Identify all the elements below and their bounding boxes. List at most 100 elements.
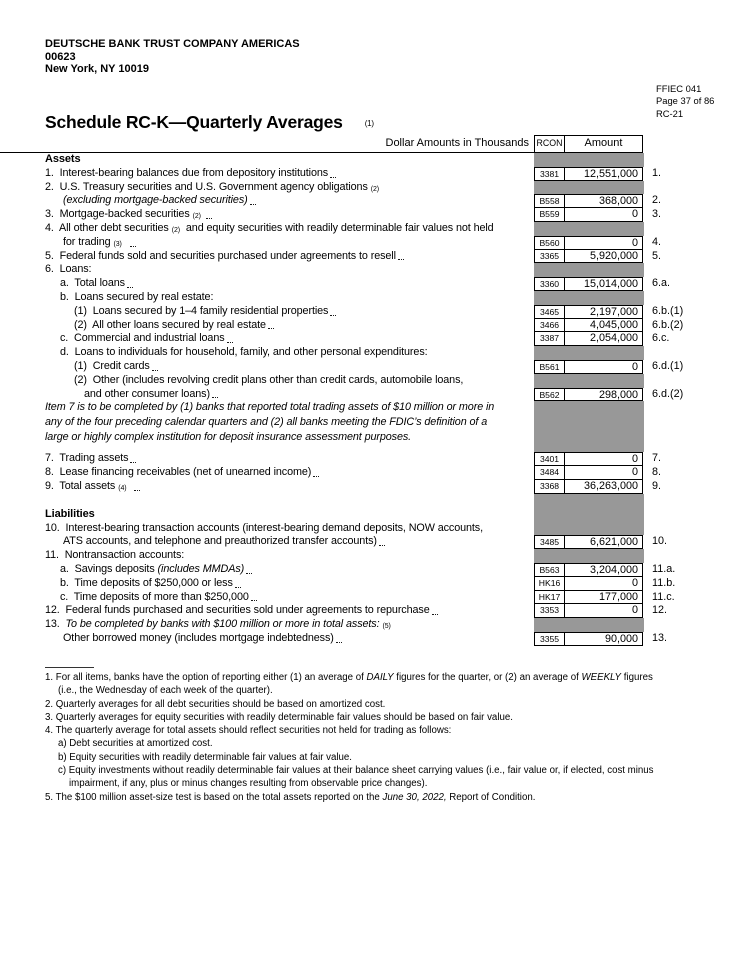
row-label: 1. Interest-bearing balances due from de… xyxy=(0,167,534,181)
row-label: 12. Federal funds purchased and securiti… xyxy=(0,604,534,618)
table-row: any of the four preceding calendar quart… xyxy=(0,416,742,432)
table-header-row: Dollar Amounts in Thousands RCON Amount xyxy=(0,135,742,153)
item-number xyxy=(644,181,742,195)
amount-value: 5,920,000 xyxy=(564,249,643,264)
dot-leader xyxy=(250,600,257,602)
item-number: 6.d.(2) xyxy=(652,387,684,400)
table-row: d. Loans to individuals for household, f… xyxy=(0,346,742,360)
amount-value: 0 xyxy=(564,208,643,222)
page-number: Page 37 of 86 xyxy=(656,94,715,106)
row-label: 3. Mortgage-backed securities (2) xyxy=(0,208,534,222)
rcon-code: 3368 xyxy=(534,479,565,494)
table-row: 1. Interest-bearing balances due from de… xyxy=(0,166,742,181)
table-row: Assets xyxy=(0,153,742,167)
table-row: Item 7 is to be completed by (1) banks t… xyxy=(0,401,742,417)
gray-filler xyxy=(534,221,644,236)
row-label: 7. Trading assets xyxy=(0,452,534,466)
footnote-line: a) Debt securities at amortized cost. xyxy=(58,738,213,750)
row-label: Item 7 is to be completed by (1) banks t… xyxy=(45,401,495,414)
gray-filler xyxy=(534,493,644,508)
footnote-line: b) Equity securities with readily determ… xyxy=(58,751,352,763)
item-number xyxy=(644,346,742,360)
item-number xyxy=(644,416,742,431)
bank-city: New York, NY 10019 xyxy=(45,63,149,75)
dot-leader xyxy=(126,286,133,288)
bank-name: DEUTSCHE BANK TRUST COMPANY AMERICAS xyxy=(45,38,300,50)
item-number xyxy=(644,508,742,522)
item-number: 11.a. xyxy=(652,562,676,575)
table-row: a. Total loans 3360 15,014,000 6.a. xyxy=(0,277,742,291)
item-number xyxy=(644,222,742,236)
table-row: 5. Federal funds sold and securities pur… xyxy=(0,249,742,264)
rcon-code: HK17 xyxy=(534,590,565,605)
item-number: 8. xyxy=(652,466,662,479)
dot-leader xyxy=(211,397,218,399)
amount-value: 4,045,000 xyxy=(564,318,643,333)
item-number: 7. xyxy=(652,452,662,465)
item-number: 6.c. xyxy=(652,332,670,345)
amount-value: 6,621,000 xyxy=(564,535,643,550)
bank-id: 00623 xyxy=(45,50,76,63)
gray-filler xyxy=(534,401,644,417)
amount-value: 36,263,000 xyxy=(564,479,643,494)
amount-value: 2,197,000 xyxy=(564,304,643,319)
amount-value: 0 xyxy=(564,235,643,250)
row-label: 9. Total assets (4) xyxy=(0,480,534,494)
item-number: 12. xyxy=(652,604,668,617)
gray-filler xyxy=(534,290,644,305)
item-number: 3. xyxy=(652,208,662,221)
item-number xyxy=(644,263,742,277)
dot-leader xyxy=(313,475,320,477)
rcon-code: 3466 xyxy=(534,318,565,333)
row-label: b. Loans secured by real estate: xyxy=(60,290,214,303)
title-footnote-ref: (1) xyxy=(364,119,374,128)
item-number xyxy=(644,549,742,563)
row-label: 8. Lease financing receivables (net of u… xyxy=(0,466,534,480)
row-label: 6. Loans: xyxy=(45,263,92,276)
table-row: 2. U.S. Treasury securities and U.S. Gov… xyxy=(0,180,742,195)
dot-leader xyxy=(267,328,274,330)
table-row: for trading (3) B560 0 4. xyxy=(0,235,742,250)
footnote-line: 1. For all items, banks have the option … xyxy=(45,672,653,683)
item-number xyxy=(644,522,742,536)
dot-leader xyxy=(378,545,385,547)
rows: Assets 1. Interest-bearing balances due f… xyxy=(0,153,742,646)
rcon-code: 3465 xyxy=(534,304,565,319)
item-number: 2. xyxy=(652,194,662,207)
row-label: c. Time deposits of more than $250,000 xyxy=(0,591,534,605)
footnotes: 1. For all items, banks have the option … xyxy=(45,671,722,804)
table-row: 12. Federal funds purchased and securiti… xyxy=(0,604,742,619)
rcon-column-header: RCON xyxy=(534,135,565,153)
rcon-code: B562 xyxy=(534,387,565,402)
item-number xyxy=(644,494,742,508)
dot-leader xyxy=(330,176,337,178)
item-number xyxy=(644,291,742,305)
gray-filler xyxy=(534,618,644,632)
dot-leader xyxy=(134,489,141,491)
footnote-line: (i.e., the Wednesday of each week of the… xyxy=(58,685,273,697)
row-label: large or highly complex institution for … xyxy=(45,431,412,444)
item-number: 11.b. xyxy=(652,576,676,589)
table-row: 8. Lease financing receivables (net of u… xyxy=(0,466,742,480)
rcon-code: B560 xyxy=(534,235,565,250)
gray-filler xyxy=(534,431,644,447)
item-number xyxy=(644,374,742,388)
item-number: 11.c. xyxy=(652,590,675,603)
table-row xyxy=(0,446,742,453)
amount-value: 15,014,000 xyxy=(564,277,643,291)
row-label: Other borrowed money (includes mortgage … xyxy=(0,632,534,646)
row-label: Liabilities xyxy=(45,507,95,520)
row-label: a. Total loans xyxy=(0,277,534,291)
table-row: large or highly complex institution for … xyxy=(0,431,742,447)
row-label: (1) Credit cards xyxy=(0,360,534,374)
table-row: (2) Other (includes revolving credit pla… xyxy=(0,373,742,388)
dot-leader xyxy=(130,462,137,464)
rcon-code: 3360 xyxy=(534,277,565,291)
gray-filler xyxy=(534,346,644,360)
dot-leader xyxy=(226,342,233,344)
rcon-code: 3401 xyxy=(534,452,565,467)
gray-filler xyxy=(534,180,644,195)
gray-filler xyxy=(534,373,644,388)
row-label: a. Savings deposits (includes MMDAs) xyxy=(0,563,534,577)
footnote-line: 4. The quarterly average for total asset… xyxy=(45,725,452,737)
